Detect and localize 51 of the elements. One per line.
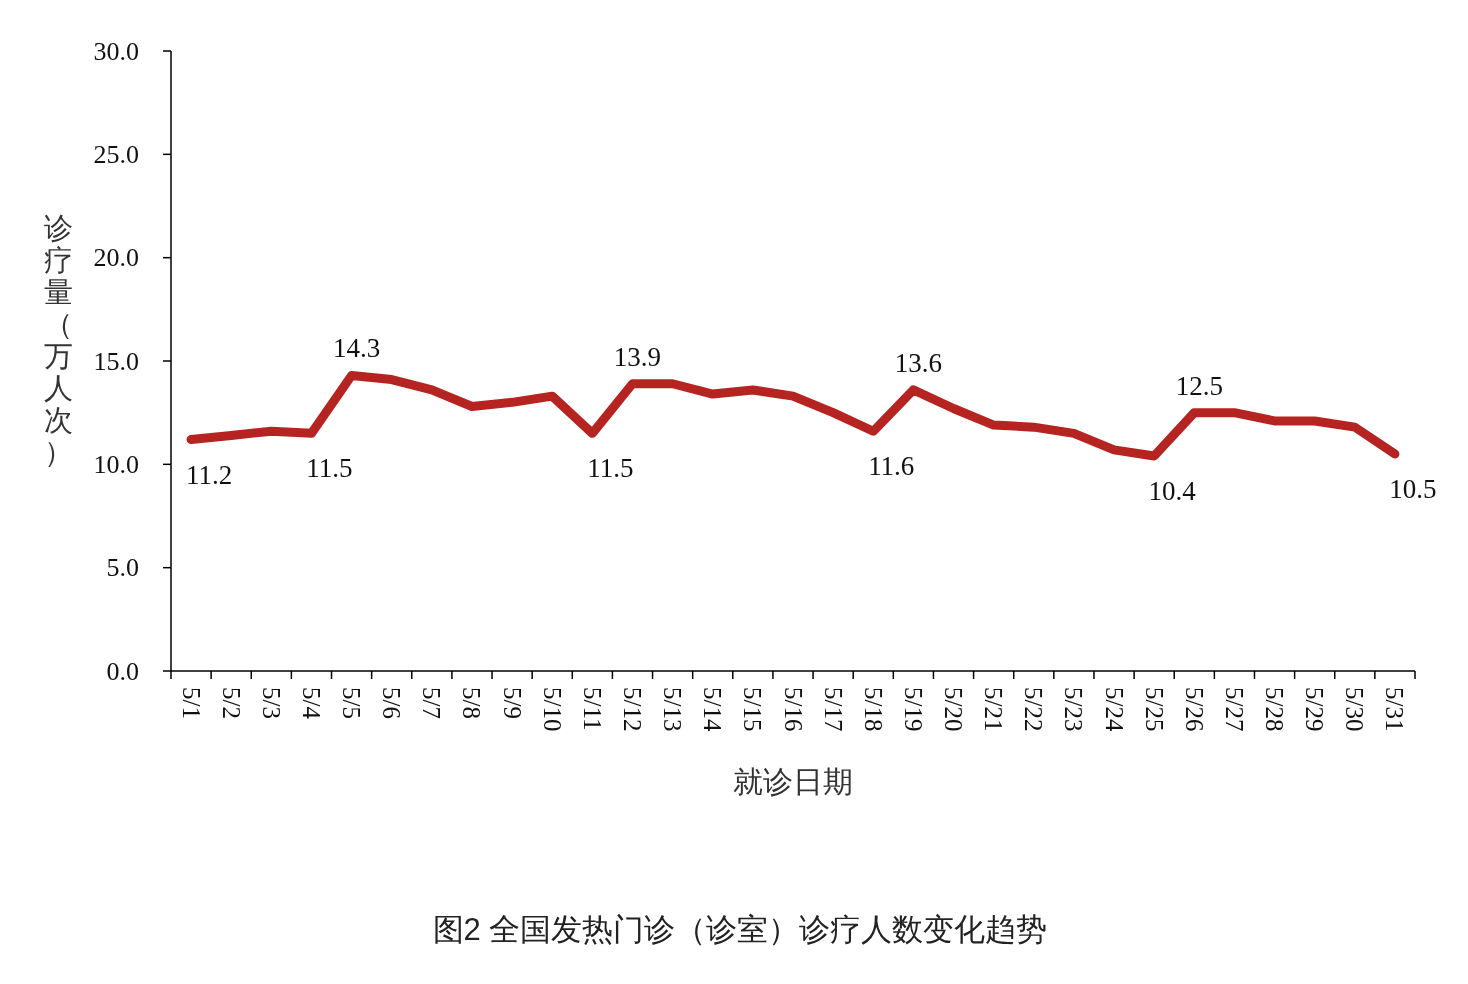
x-tick-label: 5/2 bbox=[217, 687, 245, 719]
data-label: 13.9 bbox=[613, 341, 662, 372]
x-tick-label: 5/27 bbox=[1220, 687, 1248, 732]
x-tick-label: 5/14 bbox=[699, 687, 727, 732]
x-tick-label: 5/17 bbox=[819, 687, 847, 732]
data-label: 10.5 bbox=[1389, 474, 1437, 504]
data-label: 13.6 bbox=[894, 347, 943, 378]
y-tick-label: 15.0 bbox=[93, 346, 139, 376]
x-tick-label: 5/18 bbox=[859, 687, 887, 732]
x-tick-label: 5/16 bbox=[779, 687, 807, 732]
y-tick-label: 20.0 bbox=[93, 243, 139, 273]
x-tick-label: 5/7 bbox=[418, 687, 446, 719]
data-label: 11.6 bbox=[868, 451, 915, 482]
y-tick-label: 0.0 bbox=[106, 656, 139, 686]
x-tick-label: 5/9 bbox=[498, 687, 526, 719]
text: 图2 全国发热门诊（诊室）诊疗人数变化趋势 bbox=[432, 912, 1048, 947]
x-tick-label: 5/4 bbox=[297, 687, 325, 720]
x-tick-label: 5/24 bbox=[1100, 687, 1128, 732]
y-axis-title: 诊疗量（万人次） bbox=[43, 212, 73, 468]
x-axis-title: 就诊日期 bbox=[733, 765, 853, 798]
data-label: 12.5 bbox=[1175, 370, 1223, 401]
data-label: 11.2 bbox=[185, 459, 233, 490]
x-tick-label: 5/23 bbox=[1060, 687, 1088, 732]
x-tick-label: 5/12 bbox=[618, 687, 646, 732]
x-tick-label: 5/31 bbox=[1381, 687, 1409, 732]
x-tick-label: 5/30 bbox=[1341, 687, 1369, 732]
x-tick-label: 5/25 bbox=[1140, 687, 1168, 732]
x-tick-label: 5/15 bbox=[739, 687, 767, 732]
data-label: 14.3 bbox=[332, 333, 381, 364]
x-tick-label: 5/3 bbox=[257, 687, 285, 719]
x-tick-label: 5/10 bbox=[538, 687, 566, 732]
data-label: 11.5 bbox=[306, 453, 353, 484]
x-tick-label: 5/29 bbox=[1301, 687, 1329, 732]
x-tick-label: 5/1 bbox=[177, 687, 205, 719]
y-tick-label: 5.0 bbox=[106, 553, 139, 583]
y-tick-label: 30.0 bbox=[93, 36, 139, 66]
x-tick-label: 5/21 bbox=[980, 687, 1008, 732]
y-tick-label: 25.0 bbox=[93, 139, 139, 169]
x-tick-label: 5/26 bbox=[1180, 687, 1208, 732]
x-tick-label: 5/22 bbox=[1020, 687, 1048, 732]
x-tick-label: 5/5 bbox=[338, 687, 366, 719]
x-tick-label: 5/20 bbox=[940, 687, 968, 732]
y-tick-label: 10.0 bbox=[93, 449, 139, 479]
x-tick-label: 5/11 bbox=[578, 687, 606, 731]
x-tick-label: 5/28 bbox=[1261, 687, 1289, 732]
x-tick-label: 5/19 bbox=[899, 687, 927, 732]
x-tick-label: 5/8 bbox=[458, 687, 486, 719]
data-label: 10.4 bbox=[1148, 476, 1197, 507]
x-tick-label: 5/13 bbox=[659, 687, 687, 732]
data-label: 11.5 bbox=[587, 453, 634, 484]
x-tick-label: 5/6 bbox=[378, 687, 406, 719]
